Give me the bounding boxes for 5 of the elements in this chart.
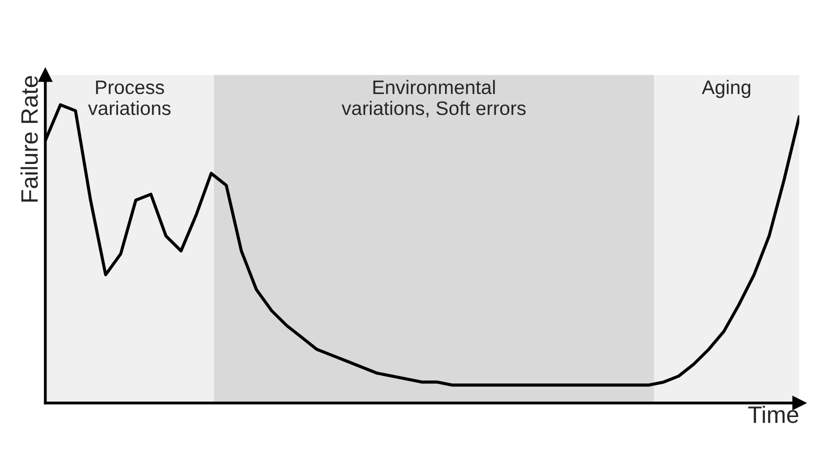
- annotation: Environmental variations, Soft errors: [342, 80, 526, 118]
- x-axis-title: Time: [748, 406, 798, 424]
- y-axis-title: Failure Rate: [20, 76, 38, 202]
- annotation: Process variations: [88, 80, 171, 116]
- text: Aging: [702, 80, 750, 98]
